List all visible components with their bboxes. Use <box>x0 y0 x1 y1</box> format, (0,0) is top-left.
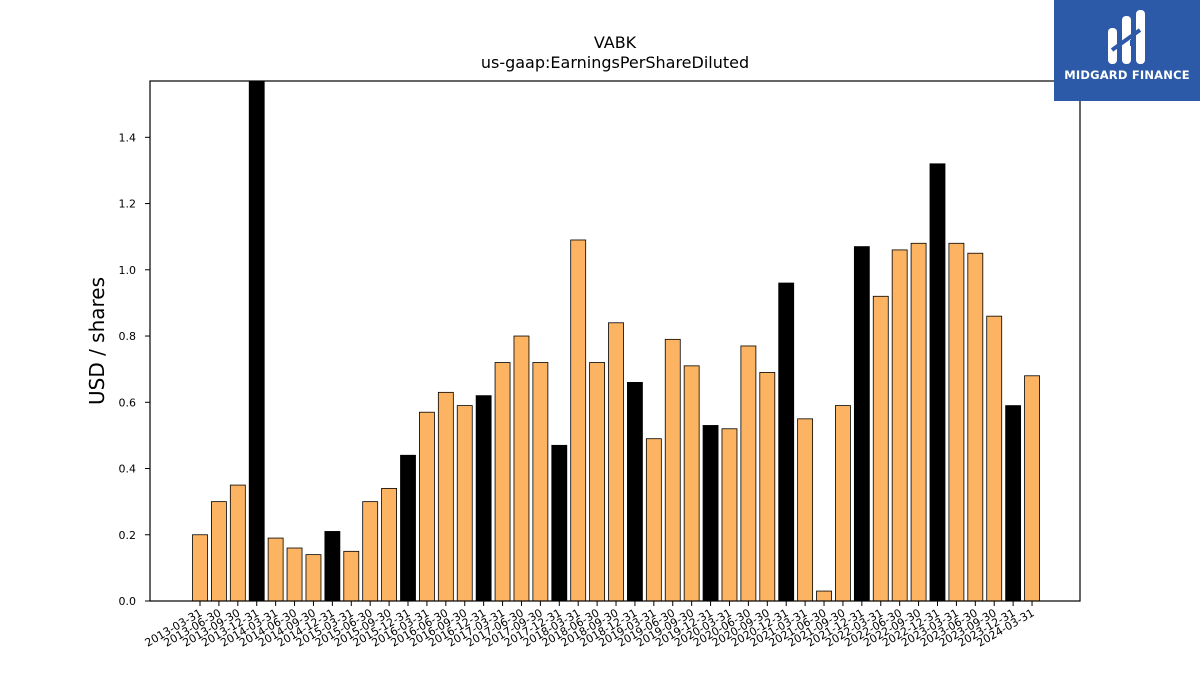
y-tick-label: 1.2 <box>119 198 137 211</box>
bar-2015-03-31 <box>343 550 360 602</box>
midgard-logo-icon <box>1054 0 1200 101</box>
bar-2016-09-30 <box>456 405 473 602</box>
bar-2014-09-30 <box>305 554 322 602</box>
plot-frame <box>149 80 1081 602</box>
y-axis: 0.0 0.2 0.4 0.6 0.8 1.0 1.2 1.4 <box>119 131 150 608</box>
bar-2017-03-31 <box>494 362 511 602</box>
bar-2019-12-31 <box>702 425 719 602</box>
bar-2017-06-30 <box>513 335 530 602</box>
bar-2017-09-30 <box>532 362 549 602</box>
bar-2022-09-30 <box>910 242 927 602</box>
y-tick-label: 0.8 <box>119 330 137 343</box>
bar-2016-06-30 <box>437 391 454 602</box>
bar-2020-03-31 <box>721 428 738 602</box>
bar-2013-12-31 <box>248 80 265 602</box>
bar-2021-03-31 <box>797 418 814 602</box>
bars-group <box>192 80 1040 602</box>
y-axis-label: USD / shares <box>85 277 109 405</box>
bar-2020-12-31 <box>778 282 795 602</box>
brand-logo: MIDGARD FINANCE <box>1054 0 1200 101</box>
bar-2019-06-30 <box>664 338 681 602</box>
y-tick-label: 0.2 <box>119 529 137 542</box>
bar-2015-12-31 <box>400 454 416 602</box>
bar-2020-09-30 <box>759 372 776 602</box>
bar-2013-09-30 <box>229 484 246 602</box>
bar-2018-09-30 <box>608 322 624 602</box>
bar-2022-06-30 <box>891 249 908 602</box>
bar-2021-12-31 <box>853 246 870 602</box>
bar-2024-03-31 <box>1024 375 1040 602</box>
bar-2013-06-30 <box>211 501 227 602</box>
bar-2020-06-30 <box>740 345 757 602</box>
bar-2017-12-31 <box>551 444 568 602</box>
bar-2023-03-31 <box>948 242 965 602</box>
y-tick-label: 0.6 <box>119 396 137 409</box>
bar-2021-06-30 <box>816 590 832 602</box>
bar-2018-06-30 <box>589 362 606 602</box>
bar-2018-03-31 <box>570 239 587 602</box>
y-tick-label: 1.4 <box>119 131 137 144</box>
chart-title: VABK <box>594 33 637 52</box>
brand-name: MIDGARD FINANCE <box>1064 68 1190 82</box>
bar-2019-03-31 <box>645 438 662 602</box>
x-axis: 2013-03-312013-06-302013-09-302013-12-31… <box>143 601 1037 650</box>
bar-2022-03-31 <box>872 295 889 602</box>
y-tick-label: 0.0 <box>119 595 137 608</box>
bar-2023-09-30 <box>986 315 1003 602</box>
bar-2013-03-31 <box>192 534 208 602</box>
y-tick-label: 0.4 <box>119 463 137 476</box>
bar-2022-12-31 <box>929 163 946 602</box>
bar-2023-12-31 <box>1005 405 1022 602</box>
bar-2016-12-31 <box>475 395 492 602</box>
y-tick-label: 1.0 <box>119 264 137 277</box>
bar-2015-09-30 <box>381 487 398 602</box>
bar-2014-12-31 <box>324 531 341 602</box>
bar-2014-06-30 <box>286 547 303 602</box>
bar-2019-09-30 <box>683 365 700 602</box>
bar-2018-12-31 <box>627 381 643 602</box>
bar-2021-09-30 <box>835 405 851 602</box>
bar-2016-03-31 <box>419 411 435 602</box>
bar-2015-06-30 <box>362 501 379 602</box>
chart-subtitle: us-gaap:EarningsPerShareDiluted <box>481 53 749 72</box>
bar-2014-03-31 <box>267 537 284 602</box>
bar-2023-06-30 <box>967 252 984 602</box>
